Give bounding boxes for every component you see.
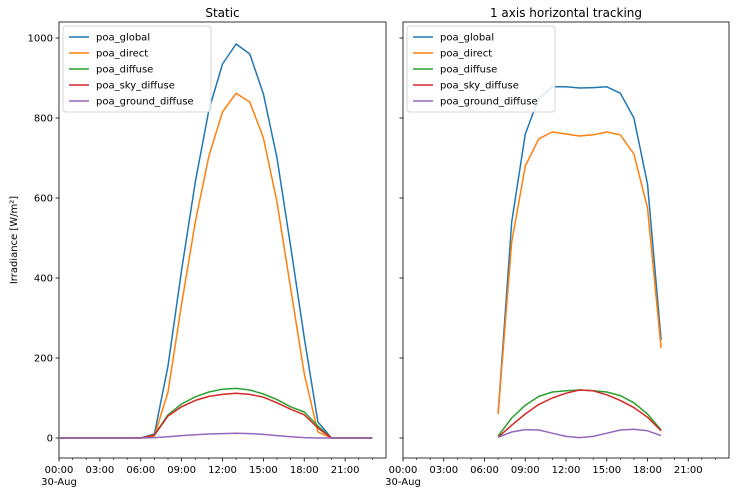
- x-tick-label: 06:00: [470, 465, 499, 476]
- legend-label: poa_ground_diffuse: [440, 97, 538, 108]
- x-tick-label: 18:00: [290, 465, 319, 476]
- y-tick-label: 200: [34, 354, 53, 365]
- x-tick-label: 09:00: [167, 465, 196, 476]
- series-line-poa-sky-diffuse: [497, 389, 662, 438]
- series-line-poa-direct: [59, 92, 373, 439]
- series-line-poa-ground-diffuse: [59, 432, 373, 439]
- legend-label: poa_global: [440, 33, 494, 44]
- chart-title: 1 axis horizontal tracking: [490, 6, 642, 20]
- x-tick-label: 15:00: [249, 465, 278, 476]
- legend-label: poa_sky_diffuse: [440, 81, 519, 92]
- x-tick-sublabel: 30-Aug: [385, 477, 421, 488]
- chart-title: Static: [205, 6, 239, 20]
- legend-box: [406, 25, 556, 113]
- x-tick-label: 00:00: [389, 465, 418, 476]
- x-tick-label: 21:00: [674, 465, 703, 476]
- legend-label: poa_global: [96, 33, 150, 44]
- y-tick-label: 1000: [28, 34, 53, 45]
- legend-label: poa_sky_diffuse: [96, 81, 175, 92]
- y-tick-label: 600: [34, 194, 53, 205]
- x-tick-label: 06:00: [126, 465, 155, 476]
- y-tick-label: 400: [34, 274, 53, 285]
- x-tick-label: 00:00: [45, 465, 74, 476]
- y-tick-label: 0: [47, 434, 53, 445]
- legend-label: poa_direct: [440, 49, 492, 60]
- x-tick-label: 12:00: [208, 465, 237, 476]
- x-tick-label: 12:00: [552, 465, 581, 476]
- legend-label: poa_ground_diffuse: [96, 97, 194, 108]
- x-tick-label: 15:00: [592, 465, 621, 476]
- series-line-poa-direct: [497, 131, 662, 415]
- x-tick-label: 03:00: [429, 465, 458, 476]
- series-line-poa-global: [497, 86, 662, 415]
- x-tick-sublabel: 30-Aug: [41, 477, 77, 488]
- legend-label: poa_diffuse: [96, 65, 153, 76]
- legend-box: [62, 25, 212, 113]
- legend-label: poa_direct: [96, 49, 148, 60]
- y-tick-label: 800: [34, 114, 53, 125]
- legend-label: poa_diffuse: [440, 65, 497, 76]
- series-line-poa-ground-diffuse: [497, 428, 662, 439]
- x-tick-label: 09:00: [511, 465, 540, 476]
- x-tick-label: 03:00: [85, 465, 114, 476]
- x-tick-label: 21:00: [331, 465, 360, 476]
- y-axis-label: Irradiance [W/m²]: [9, 196, 20, 284]
- x-tick-label: 18:00: [633, 465, 662, 476]
